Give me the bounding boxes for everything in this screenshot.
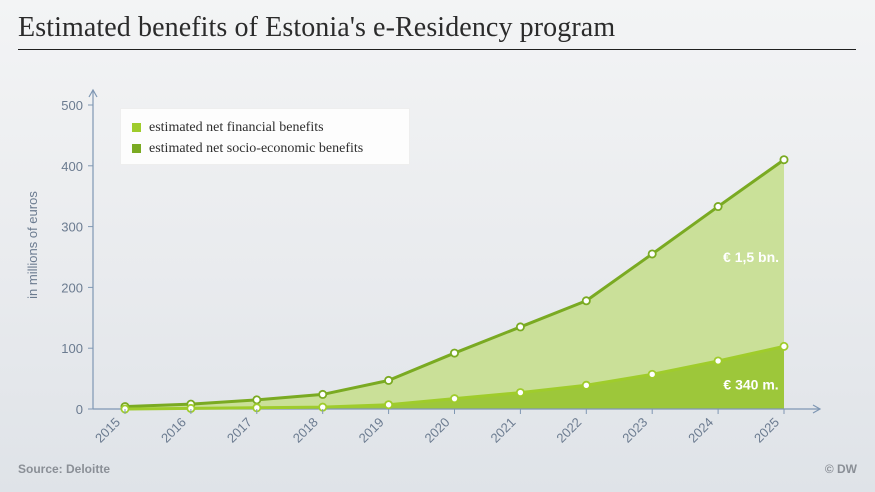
y-tick-label: 400 <box>61 159 83 174</box>
socio-economic-point <box>713 202 723 212</box>
socio-economic-area <box>125 159 784 409</box>
x-tick-label: 2018 <box>290 415 321 446</box>
financial-point <box>449 394 459 404</box>
source-note: Source: Deloitte <box>18 462 111 476</box>
y-tick-label: 100 <box>61 341 83 356</box>
financial-point <box>515 388 525 398</box>
x-tick-label: 2016 <box>158 415 189 446</box>
legend-item-financial: estimated net financial benefits <box>132 117 409 138</box>
financial-point <box>384 400 394 410</box>
socio-economic-point <box>252 395 262 405</box>
x-tick-label: 2022 <box>553 415 584 446</box>
socio-economic-point <box>515 322 525 332</box>
y-tick-label: 500 <box>61 98 83 113</box>
y-tick-label: 0 <box>76 402 83 417</box>
annotation-socio-economic-total: € 1,5 bn. <box>723 249 779 265</box>
x-tick-label: 2015 <box>92 415 123 446</box>
socio-economic-point <box>647 249 657 259</box>
financial-point <box>647 369 657 379</box>
financial-point <box>581 380 591 390</box>
y-axis-arrow <box>88 88 98 98</box>
x-tick-label: 2020 <box>422 415 453 446</box>
legend-label-financial: estimated net financial benefits <box>149 119 324 135</box>
financial-area <box>125 346 784 409</box>
legend-swatch-socio-economic <box>132 144 141 153</box>
chart-legend: estimated net financial benefits estimat… <box>120 108 410 165</box>
y-tick-label: 300 <box>61 220 83 235</box>
financial-point <box>779 341 789 351</box>
socio-economic-point <box>449 348 459 358</box>
socio-economic-point <box>318 389 328 399</box>
title-divider <box>18 49 856 50</box>
x-tick-label: 2024 <box>685 415 716 446</box>
annotation-financial-total: € 340 m. <box>723 377 778 393</box>
socio-economic-point <box>581 296 591 306</box>
x-tick-label: 2017 <box>224 415 255 446</box>
y-tick-label: 200 <box>61 280 83 295</box>
x-axis-arrow <box>812 404 822 414</box>
x-tick-label: 2019 <box>356 415 387 446</box>
x-tick-label: 2021 <box>487 415 518 446</box>
socio-economic-point <box>779 155 789 165</box>
credit-note: © DW <box>824 462 857 476</box>
y-axis-title: in millions of euros <box>25 191 40 299</box>
socio-economic-point <box>384 375 394 385</box>
legend-swatch-financial <box>132 123 141 132</box>
x-tick-label: 2025 <box>751 415 782 446</box>
x-tick-label: 2023 <box>619 415 650 446</box>
legend-item-socio-economic: estimated net socio-economic benefits <box>132 138 409 159</box>
financial-point <box>713 356 723 366</box>
chart-title: Estimated benefits of Estonia's e-Reside… <box>18 12 616 43</box>
legend-label-socio-economic: estimated net socio-economic benefits <box>149 140 364 156</box>
